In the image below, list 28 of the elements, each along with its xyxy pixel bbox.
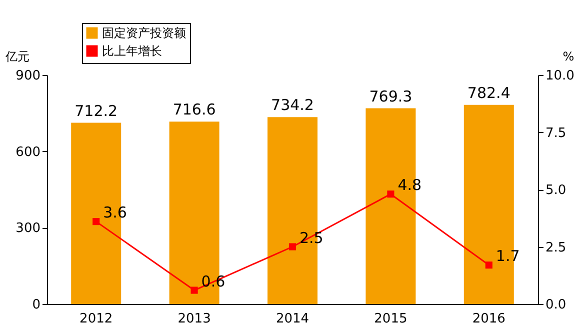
y-tick-label: 300	[16, 221, 40, 236]
y2-axis-title: %	[562, 50, 574, 64]
y2-tick-label: 0.0	[546, 298, 566, 312]
x-tick-label: 2013	[178, 312, 211, 326]
data-label: 769.3	[369, 87, 412, 106]
point	[288, 243, 296, 250]
point	[190, 286, 198, 294]
y-tick-label: 900	[16, 68, 40, 84]
y2-tick-label: 5.0	[546, 183, 566, 198]
data-label: 734.2	[271, 96, 314, 114]
data-label: 716.6	[172, 100, 216, 119]
x-tick-label: 2014	[276, 312, 310, 326]
y-axis-title: 亿元	[4, 50, 30, 64]
y-tick-label: 600	[16, 144, 40, 160]
legend-label: 比上年增长	[102, 44, 162, 58]
point	[387, 190, 394, 198]
data-label: 782.4	[467, 84, 510, 102]
legend-label: 固定资产投资额	[102, 26, 186, 40]
x-tick-label: 2012	[80, 312, 113, 326]
x-tick-label: 2015	[374, 312, 408, 326]
y2-tick-label: 2.5	[546, 240, 566, 256]
data-label: 712.2	[74, 102, 118, 120]
x-tick-label: 2016	[472, 312, 506, 326]
y-tick-label: 0	[32, 298, 40, 312]
y2-tick-label: 7.5	[546, 126, 566, 141]
point	[485, 262, 492, 269]
y2-tick-label: 10.0	[546, 68, 574, 84]
point	[92, 218, 100, 226]
